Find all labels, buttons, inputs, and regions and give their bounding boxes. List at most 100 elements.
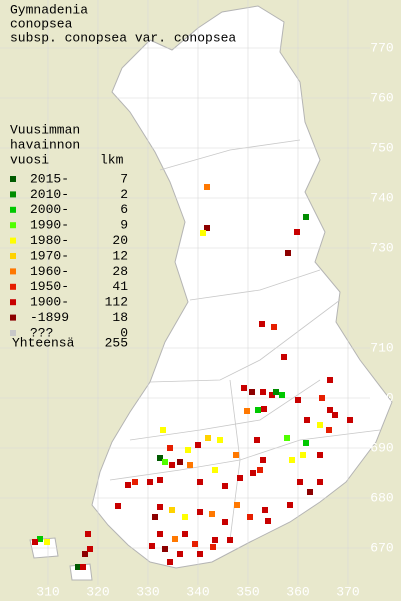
observation-square [317, 452, 323, 458]
observation-square [304, 417, 310, 423]
observation-square [285, 250, 291, 256]
legend-count: 20 [112, 233, 128, 248]
legend-count: 7 [120, 171, 128, 186]
y-tick-label: 710 [370, 340, 393, 355]
legend-count: 18 [112, 310, 128, 325]
legend-label: 1950- [30, 279, 69, 294]
legend-swatch [10, 191, 16, 198]
legend-label: 2015- [30, 171, 69, 186]
observation-square [197, 479, 203, 485]
observation-square [261, 406, 267, 412]
x-tick-label: 350 [236, 584, 259, 599]
y-tick-label: 760 [370, 90, 393, 105]
observation-square [303, 440, 309, 446]
observation-square [157, 477, 163, 483]
legend-label: 2000- [30, 202, 69, 217]
observation-square [222, 519, 228, 525]
observation-square [269, 392, 275, 398]
observation-square [85, 531, 91, 537]
observation-square [249, 389, 255, 395]
observation-square [284, 435, 290, 441]
legend-swatch [10, 222, 16, 229]
observation-square [332, 412, 338, 418]
observation-square [157, 504, 163, 510]
legend-label: -1899 [30, 310, 69, 325]
observation-square [162, 459, 168, 465]
observation-square [157, 455, 163, 461]
legend-count: 112 [105, 295, 128, 310]
legend-label: 1980- [30, 233, 69, 248]
observation-square [82, 551, 88, 557]
legend-swatch [10, 253, 16, 259]
observation-square [172, 536, 178, 542]
legend-count: 41 [112, 279, 128, 294]
observation-square [152, 514, 158, 520]
observation-square [222, 483, 228, 489]
legend-label: 1960- [30, 264, 69, 279]
observation-square [257, 467, 263, 473]
grid: 310 320 330 340 350 360 3706706806907007107307… [0, 0, 394, 599]
legend-count: 9 [120, 218, 128, 233]
observation-square [160, 427, 166, 433]
observation-square [185, 447, 191, 453]
legend-count: 28 [112, 264, 128, 279]
y-tick-label: 740 [370, 190, 393, 205]
legend-swatch [10, 330, 16, 336]
observation-square [250, 470, 256, 476]
observation-square [281, 354, 287, 360]
region-borders [109, 139, 381, 541]
observation-square [80, 564, 86, 570]
observation-square [210, 544, 216, 550]
observation-square [347, 417, 353, 423]
observation-square [247, 514, 253, 520]
title-line: conopsea [10, 16, 73, 31]
observation-square [279, 392, 285, 398]
observation-square [300, 452, 306, 458]
observation-square [297, 479, 303, 485]
observation-square [317, 422, 323, 428]
y-tick-label: 750 [370, 140, 393, 155]
legend-label: 1990- [30, 218, 69, 233]
observation-square [157, 531, 163, 537]
observation-square [162, 546, 168, 552]
observation-square [37, 536, 43, 542]
observation-square [227, 537, 233, 543]
observation-square [294, 229, 300, 235]
legend-swatch [10, 283, 16, 290]
x-tick-label: 340 [186, 584, 209, 599]
observation-square [260, 389, 266, 395]
observation-square [303, 214, 309, 220]
y-tick-label: 730 [370, 240, 393, 255]
observation-square [87, 546, 93, 552]
total-label: Yhteensä [12, 335, 75, 350]
observation-square [319, 395, 325, 401]
legend-swatch [10, 268, 16, 275]
observation-square [262, 507, 268, 513]
observation-square [204, 225, 210, 231]
observation-square [265, 518, 271, 524]
observations [32, 184, 353, 570]
observation-square [169, 462, 175, 468]
observation-square [197, 551, 203, 557]
observation-square [192, 541, 198, 547]
observation-square [326, 427, 332, 433]
x-tick-label: 360 [286, 584, 309, 599]
observation-square [317, 479, 323, 485]
observation-square [167, 445, 173, 451]
y-tick-label: 690 [370, 440, 393, 455]
observation-square [44, 539, 50, 545]
observation-square [205, 435, 211, 441]
legend-swatch [10, 206, 16, 213]
title-line: Gymnadenia [10, 2, 88, 17]
title-line: subsp. conopsea var. conopsea [10, 30, 236, 45]
legend-swatch [10, 299, 16, 306]
observation-square [200, 230, 206, 236]
total-count: 255 [105, 335, 128, 350]
legend-count: 2 [120, 187, 128, 202]
observation-square [289, 457, 295, 463]
observation-square [177, 551, 183, 557]
legend-swatch [10, 237, 16, 244]
observation-square [75, 564, 81, 570]
y-tick-label: 770 [370, 40, 393, 55]
legend-count: 0 [120, 325, 128, 340]
